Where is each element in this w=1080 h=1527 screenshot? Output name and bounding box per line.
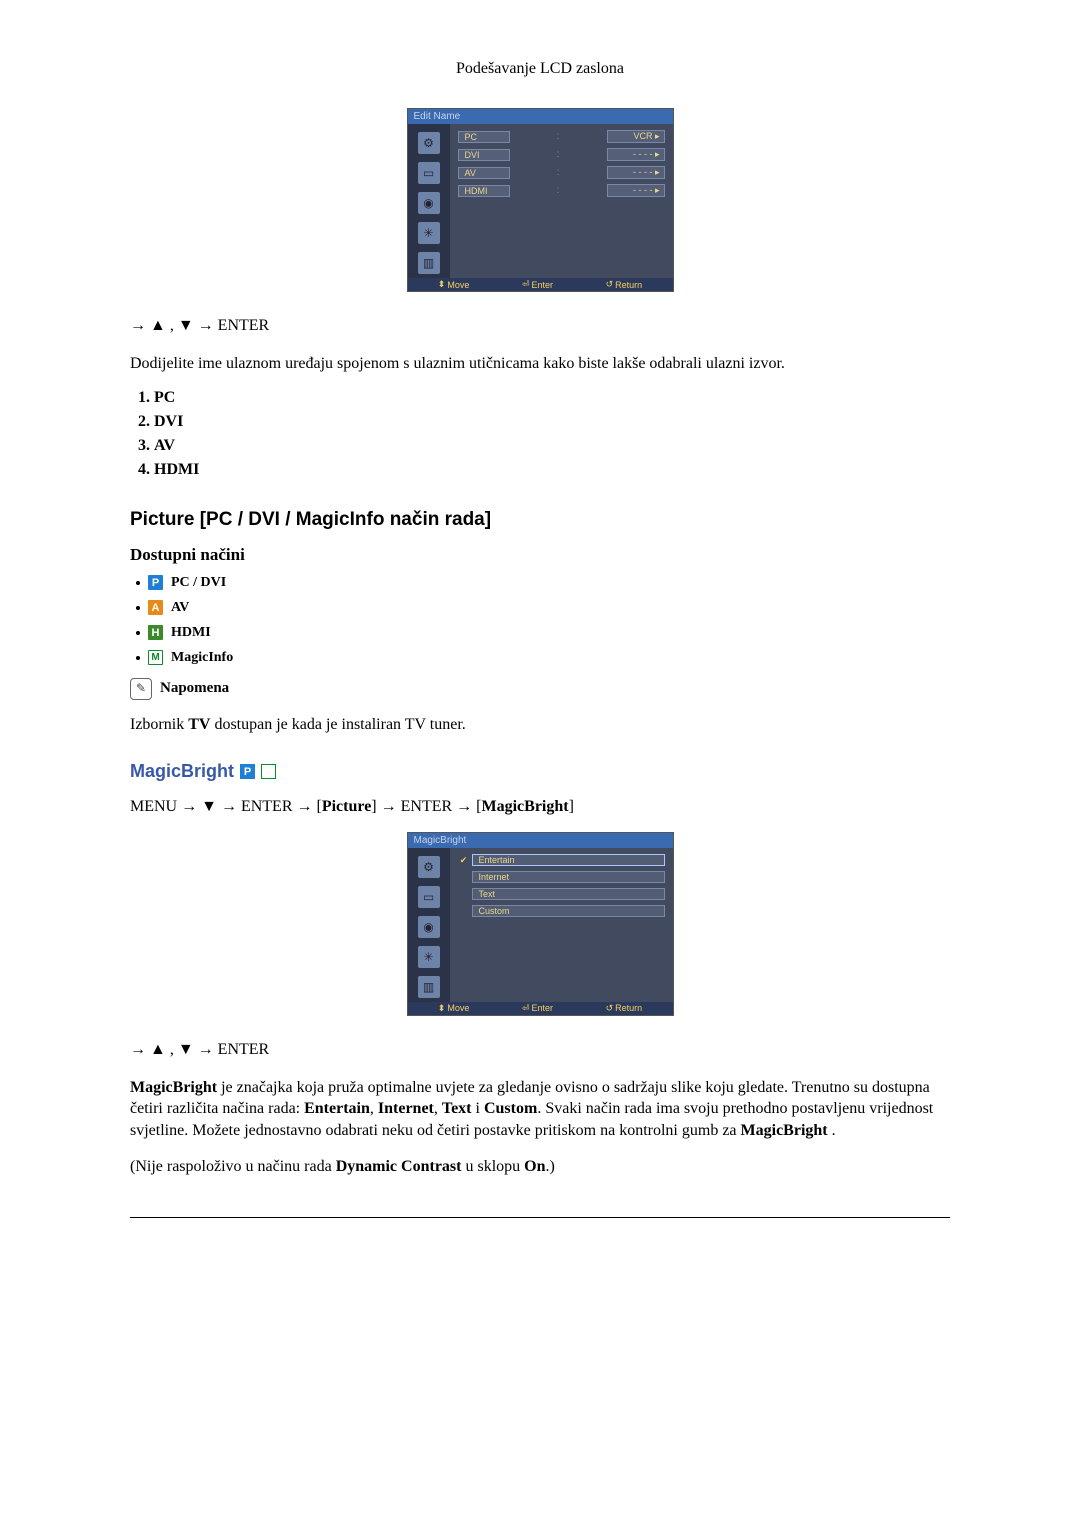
section-heading-picture: Picture [PC / DVI / MagicInfo način rada… [130, 509, 950, 531]
source-list: PC DVI AV HDMI [130, 389, 950, 479]
enter-icon: ⏎ [522, 279, 530, 290]
osd-row: ✔ Entertain [458, 854, 665, 866]
osd-icon-input: ⚙ [418, 856, 440, 878]
magicbright-note: (Nije raspoloživo u načinu rada Dynamic … [130, 1156, 950, 1178]
osd-magicbright: MagicBright ⚙ ▭ ◉ ✳ ▥ ✔ Entertain Intern… [407, 832, 674, 1016]
osd-row-value: - - - - ▸ [607, 148, 665, 161]
osd-row-label: PC [458, 131, 510, 143]
bullet-icon [136, 656, 140, 660]
bullet-icon [136, 581, 140, 585]
check-placeholder [458, 889, 470, 899]
subheading-modes: Dostupni načini [130, 545, 950, 565]
osd-row-value: - - - - ▸ [607, 166, 665, 179]
nav-sequence: → ▲ , ▼ → ENTER [130, 317, 950, 335]
osd-row: Text [458, 888, 665, 900]
osd-icon-setup: ✳ [418, 946, 440, 968]
magicbright-description: MagicBright je značajka koja pruža optim… [130, 1077, 950, 1142]
mode-label: PC / DVI [171, 575, 226, 591]
osd-option: Entertain [472, 854, 665, 866]
osd-edit-name: Edit Name ⚙ ▭ ◉ ✳ ▥ PC : VCR ▸ DVI : - -… [407, 108, 674, 292]
enter-icon: ⏎ [522, 1003, 530, 1014]
p-icon: P [148, 575, 163, 590]
osd-footer-return: Return [615, 1003, 642, 1013]
move-icon: ⬍ [438, 1003, 446, 1014]
osd-row: Internet [458, 871, 665, 883]
h-icon: H [148, 625, 163, 640]
bullet-icon [136, 606, 140, 610]
note-heading: ✎ Napomena [130, 678, 950, 700]
osd-option: Internet [472, 871, 665, 883]
note-icon: ✎ [130, 678, 152, 700]
mode-item: M MagicInfo [136, 650, 950, 666]
note-text: Izbornik TV dostupan je kada je instalir… [130, 714, 950, 736]
mode-item: A AV [136, 600, 950, 616]
osd-footer: ⬍Move ⏎Enter ↺Return [408, 1002, 673, 1015]
list-item: DVI [154, 413, 950, 431]
check-placeholder [458, 906, 470, 916]
osd-icon-picture: ▭ [418, 162, 440, 184]
osd-row: AV : - - - - ▸ [458, 166, 665, 179]
mode-item: P PC / DVI [136, 575, 950, 591]
menu-path: MENU → ▼ → ENTER → [Picture] → ENTER → [… [130, 796, 950, 818]
osd-icon-setup: ✳ [418, 222, 440, 244]
osd-footer-enter: Enter [532, 280, 554, 290]
page-header: Podešavanje LCD zaslona [130, 60, 950, 78]
check-placeholder [458, 872, 470, 882]
osd-icon-multi: ▥ [418, 252, 440, 274]
mode-label: HDMI [171, 625, 211, 641]
section-heading-magicbright: MagicBright P M [130, 761, 950, 782]
osd-icon-input: ⚙ [418, 132, 440, 154]
return-icon: ↺ [606, 279, 614, 290]
osd-row: HDMI : - - - - ▸ [458, 184, 665, 197]
osd-footer: ⬍Move ⏎Enter ↺Return [408, 278, 673, 291]
osd-row-label: AV [458, 167, 510, 179]
bullet-icon [136, 631, 140, 635]
osd-icon-sound: ◉ [418, 916, 440, 938]
list-item: AV [154, 437, 950, 455]
osd-option: Custom [472, 905, 665, 917]
footer-rule [130, 1217, 950, 1218]
osd-icon-sound: ◉ [418, 192, 440, 214]
mode-item: H HDMI [136, 625, 950, 641]
osd-footer-return: Return [615, 280, 642, 290]
m-icon: M [261, 764, 276, 779]
modes-list: P PC / DVI A AV H HDMI M MagicInfo [130, 575, 950, 666]
osd-footer-enter: Enter [532, 1003, 554, 1013]
osd-icon-multi: ▥ [418, 976, 440, 998]
mode-label: AV [171, 600, 189, 616]
osd-footer-move: Move [447, 1003, 469, 1013]
m-icon: M [148, 650, 163, 665]
osd-row: Custom [458, 905, 665, 917]
return-icon: ↺ [606, 1003, 614, 1014]
osd-row: DVI : - - - - ▸ [458, 148, 665, 161]
check-icon: ✔ [458, 855, 470, 865]
osd-sidebar: ⚙ ▭ ◉ ✳ ▥ [408, 848, 450, 1002]
list-item: PC [154, 389, 950, 407]
osd-row-value: VCR ▸ [607, 130, 665, 143]
list-item: HDMI [154, 461, 950, 479]
a-icon: A [148, 600, 163, 615]
osd-row-value: - - - - ▸ [607, 184, 665, 197]
osd-row: PC : VCR ▸ [458, 130, 665, 143]
mode-label: MagicInfo [171, 650, 233, 666]
osd-title: Edit Name [408, 109, 673, 124]
nav-sequence: → ▲ , ▼ → ENTER [130, 1041, 950, 1059]
osd-title: MagicBright [408, 833, 673, 848]
osd-row-label: HDMI [458, 185, 510, 197]
osd-sidebar: ⚙ ▭ ◉ ✳ ▥ [408, 124, 450, 278]
osd-row-label: DVI [458, 149, 510, 161]
description-text: Dodijelite ime ulaznom uređaju spojenom … [130, 353, 950, 375]
osd-option: Text [472, 888, 665, 900]
p-icon: P [240, 764, 255, 779]
note-label: Napomena [160, 680, 229, 697]
osd-icon-picture: ▭ [418, 886, 440, 908]
osd-footer-move: Move [447, 280, 469, 290]
move-icon: ⬍ [438, 279, 446, 290]
